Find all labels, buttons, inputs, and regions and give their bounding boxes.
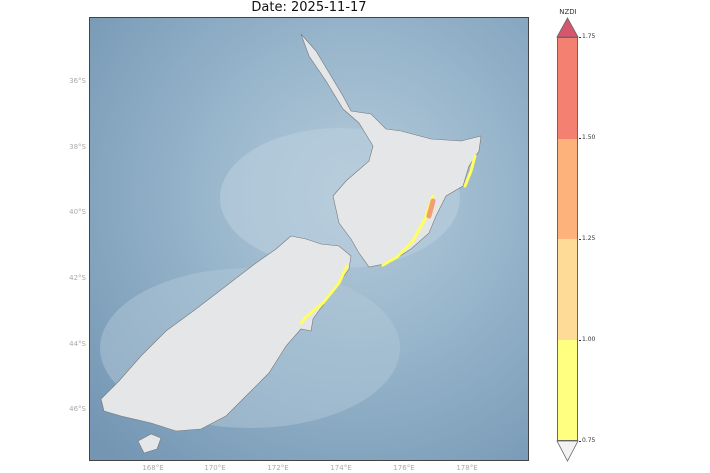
colorbar-bin: [558, 339, 577, 440]
lat-tick: 42°S: [69, 274, 86, 282]
colorbar-tick: 1.25: [578, 235, 596, 242]
north-island: [300, 33, 482, 268]
lon-tick: 176°E: [393, 464, 415, 472]
colorbar-tick: 1.50: [578, 134, 596, 141]
lat-tick: 38°S: [69, 143, 86, 151]
colorbar-tick: 0.75: [578, 437, 596, 444]
lon-tick: 170°E: [204, 464, 226, 472]
colorbar-under-arrow: [556, 440, 579, 462]
nzdi-segment-high: [426, 198, 436, 219]
lat-tick: 40°S: [69, 208, 86, 216]
colorbar-tick: 1.75: [578, 33, 596, 40]
colorbar-tick: 1.00: [578, 336, 596, 343]
nzdi-overlay: [299, 154, 477, 325]
south-island: [100, 235, 352, 432]
lon-tick: 168°E: [142, 464, 164, 472]
map-panel[interactable]: [89, 17, 529, 461]
colorbar-bin: [558, 239, 577, 340]
lat-tick: 44°S: [69, 340, 86, 348]
nzdi-segment: [299, 264, 349, 325]
nzdi-segment: [463, 154, 477, 188]
colorbar-label: NZDI: [559, 8, 577, 16]
map-canvas: [90, 18, 528, 460]
colorbar-bin: [558, 138, 577, 239]
colorbar-bin: [558, 38, 577, 139]
map-title: Date: 2025-11-17: [251, 0, 367, 15]
lon-tick: 178°E: [456, 464, 478, 472]
colorbar-over-arrow: [556, 17, 579, 38]
lon-tick: 174°E: [330, 464, 352, 472]
lon-tick: 172°E: [267, 464, 289, 472]
colorbar: [557, 37, 578, 441]
lat-tick: 36°S: [69, 77, 86, 85]
stewart-island: [137, 433, 162, 454]
lat-tick: 46°S: [69, 405, 86, 413]
